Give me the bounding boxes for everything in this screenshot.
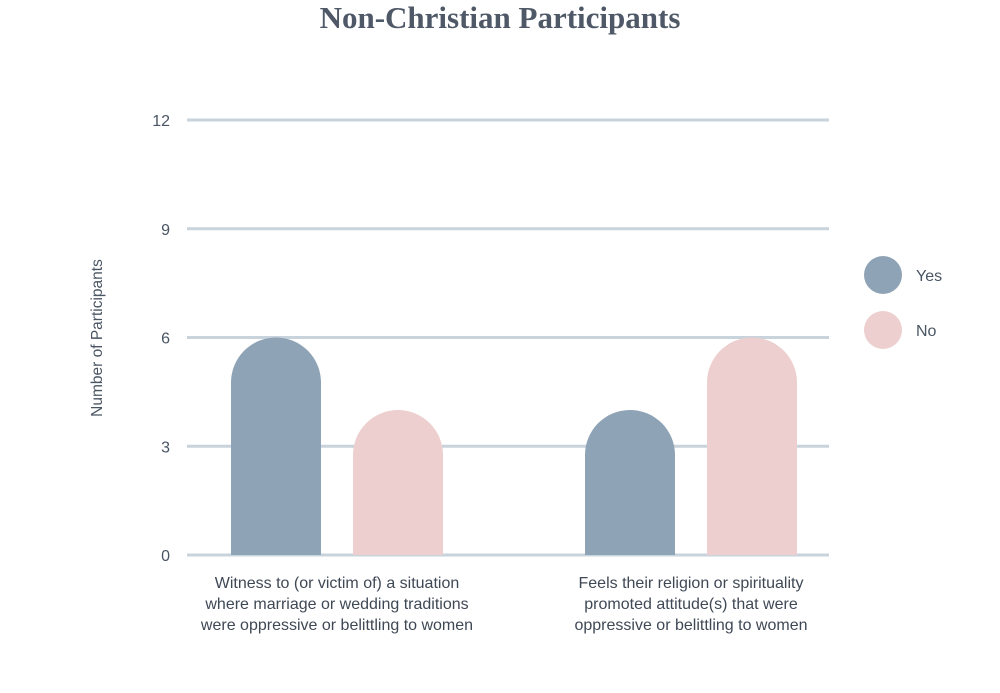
legend-label: No bbox=[916, 323, 937, 340]
legend-swatch bbox=[864, 311, 902, 349]
y-axis-label: Number of Participants bbox=[89, 259, 106, 417]
y-tick-label: 6 bbox=[161, 331, 170, 348]
y-tick-label: 12 bbox=[152, 113, 170, 130]
bar bbox=[707, 337, 797, 555]
x-tick-label: Feels their religion or spirituality bbox=[579, 575, 804, 592]
bar bbox=[585, 410, 675, 555]
legend-swatch bbox=[864, 256, 902, 294]
x-tick-label: where marriage or wedding traditions bbox=[204, 596, 468, 613]
y-tick-label: 9 bbox=[161, 222, 170, 239]
bar bbox=[353, 410, 443, 555]
chart-title: Non-Christian Participants bbox=[319, 0, 681, 35]
bar bbox=[231, 337, 321, 555]
x-tick-label: were oppressive or belittling to women bbox=[200, 617, 473, 634]
y-tick-label: 3 bbox=[161, 439, 170, 456]
y-tick-label: 0 bbox=[161, 548, 170, 565]
x-tick-label: promoted attitude(s) that were bbox=[584, 596, 798, 613]
legend-label: Yes bbox=[916, 268, 942, 285]
x-tick-label: oppressive or belittling to women bbox=[574, 617, 807, 634]
x-tick-label: Witness to (or victim of) a situation bbox=[215, 575, 460, 592]
